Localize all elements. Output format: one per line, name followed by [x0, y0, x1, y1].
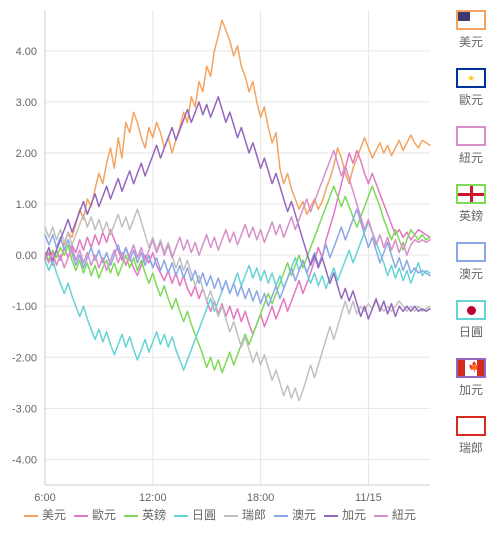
side-legend-label: 日圓: [448, 323, 494, 340]
flag-icon: [456, 242, 486, 262]
flag-icon: [456, 184, 486, 204]
svg-text:11/15: 11/15: [355, 492, 382, 504]
svg-text:-4.00: -4.00: [12, 454, 37, 466]
svg-text:0.00: 0.00: [16, 250, 37, 262]
side-legend-label: 紐元: [448, 149, 494, 166]
legend-swatch: [224, 515, 238, 517]
svg-text:-1.00: -1.00: [12, 301, 37, 313]
svg-text:18:00: 18:00: [247, 492, 275, 504]
legend-label: 紐元: [392, 508, 416, 522]
svg-text:1.00: 1.00: [16, 199, 37, 211]
legend-label: 澳元: [292, 508, 316, 522]
legend-label: 歐元: [92, 508, 116, 522]
legend-label: 瑞郎: [242, 508, 266, 522]
flag-icon: [456, 68, 486, 88]
flag-icon: [456, 358, 486, 378]
legend-swatch: [174, 515, 188, 517]
flag-icon: [456, 416, 486, 436]
svg-text:-2.00: -2.00: [12, 352, 37, 364]
svg-text:12:00: 12:00: [139, 492, 167, 504]
side-legend-label: 加元: [448, 381, 494, 398]
side-legend-item[interactable]: 加元: [448, 358, 494, 398]
side-legend-label: 澳元: [448, 265, 494, 282]
side-legend: 美元歐元紐元英鎊澳元日圓加元瑞郎: [448, 10, 494, 474]
side-legend-label: 瑞郎: [448, 439, 494, 456]
legend-label: 英鎊: [142, 508, 166, 522]
side-legend-item[interactable]: 美元: [448, 10, 494, 50]
side-legend-item[interactable]: 紐元: [448, 126, 494, 166]
legend-item[interactable]: 瑞郎: [224, 506, 266, 523]
flag-icon: [456, 10, 486, 30]
legend-swatch: [374, 515, 388, 517]
legend-item[interactable]: 澳元: [274, 506, 316, 523]
svg-text:4.00: 4.00: [16, 46, 37, 58]
side-legend-item[interactable]: 日圓: [448, 300, 494, 340]
flag-icon: [456, 300, 486, 320]
legend-swatch: [24, 515, 38, 517]
side-legend-label: 美元: [448, 33, 494, 50]
side-legend-item[interactable]: 英鎊: [448, 184, 494, 224]
legend-item[interactable]: 日圓: [174, 506, 216, 523]
legend-label: 美元: [42, 508, 66, 522]
legend-item[interactable]: 英鎊: [124, 506, 166, 523]
svg-text:-3.00: -3.00: [12, 403, 37, 415]
currency-line-chart: -4.00 -3.00 -2.00 -1.00 0.00 1.00 2.00 3.00 4.00…: [0, 0, 500, 546]
svg-text:6:00: 6:00: [34, 492, 55, 504]
side-legend-item[interactable]: 瑞郎: [448, 416, 494, 456]
legend-label: 加元: [342, 508, 366, 522]
legend-item[interactable]: 歐元: [74, 506, 116, 523]
flag-icon: [456, 126, 486, 146]
legend-swatch: [324, 515, 338, 517]
legend-item[interactable]: 美元: [24, 506, 66, 523]
legend-swatch: [74, 515, 88, 517]
legend-swatch: [124, 515, 138, 517]
legend-label: 日圓: [192, 508, 216, 522]
svg-text:3.00: 3.00: [16, 97, 37, 109]
legend-bottom: 美元 歐元 英鎊 日圓 瑞郎 澳元 加元 紐元: [0, 506, 440, 523]
legend-item[interactable]: 加元: [324, 506, 366, 523]
legend-item[interactable]: 紐元: [374, 506, 416, 523]
side-legend-item[interactable]: 歐元: [448, 68, 494, 108]
side-legend-label: 歐元: [448, 91, 494, 108]
side-legend-label: 英鎊: [448, 207, 494, 224]
svg-text:2.00: 2.00: [16, 148, 37, 160]
legend-swatch: [274, 515, 288, 517]
side-legend-item[interactable]: 澳元: [448, 242, 494, 282]
